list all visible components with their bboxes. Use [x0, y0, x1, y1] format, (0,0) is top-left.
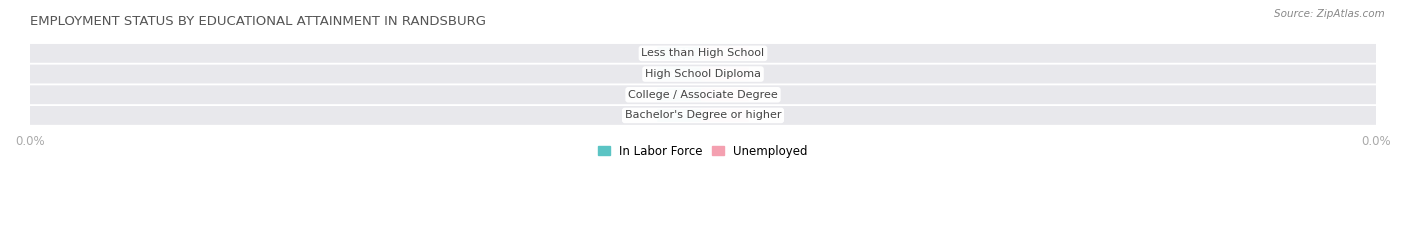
FancyBboxPatch shape — [657, 109, 704, 122]
Text: 0.0%: 0.0% — [711, 110, 738, 120]
Text: 0.0%: 0.0% — [711, 69, 738, 79]
Legend: In Labor Force, Unemployed: In Labor Force, Unemployed — [593, 140, 813, 162]
FancyBboxPatch shape — [657, 47, 704, 60]
Text: 0.0%: 0.0% — [711, 48, 738, 58]
FancyBboxPatch shape — [657, 88, 704, 101]
FancyBboxPatch shape — [702, 47, 749, 60]
Text: EMPLOYMENT STATUS BY EDUCATIONAL ATTAINMENT IN RANDSBURG: EMPLOYMENT STATUS BY EDUCATIONAL ATTAINM… — [30, 15, 486, 28]
FancyBboxPatch shape — [657, 68, 704, 81]
FancyBboxPatch shape — [702, 88, 749, 101]
Text: Less than High School: Less than High School — [641, 48, 765, 58]
FancyBboxPatch shape — [20, 85, 1386, 104]
Text: 0.0%: 0.0% — [668, 110, 695, 120]
FancyBboxPatch shape — [20, 106, 1386, 125]
FancyBboxPatch shape — [702, 68, 749, 81]
Text: Bachelor's Degree or higher: Bachelor's Degree or higher — [624, 110, 782, 120]
Text: 0.0%: 0.0% — [711, 90, 738, 100]
FancyBboxPatch shape — [20, 65, 1386, 83]
FancyBboxPatch shape — [702, 109, 749, 122]
Text: Source: ZipAtlas.com: Source: ZipAtlas.com — [1274, 9, 1385, 19]
Text: High School Diploma: High School Diploma — [645, 69, 761, 79]
Text: 0.0%: 0.0% — [668, 90, 695, 100]
Text: College / Associate Degree: College / Associate Degree — [628, 90, 778, 100]
Text: 0.0%: 0.0% — [668, 48, 695, 58]
Text: 0.0%: 0.0% — [668, 69, 695, 79]
FancyBboxPatch shape — [20, 44, 1386, 63]
